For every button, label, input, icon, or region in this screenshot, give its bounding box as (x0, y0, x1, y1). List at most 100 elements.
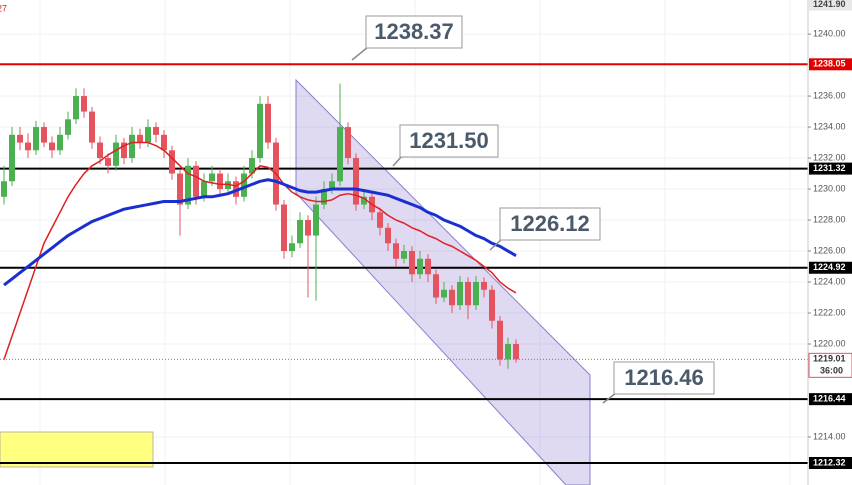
candle-body (313, 204, 319, 236)
candle-body (9, 134, 15, 182)
candle-body (449, 289, 455, 306)
callout-pointer (351, 46, 369, 61)
candle-body (473, 282, 479, 306)
candle-body (425, 258, 431, 275)
y-tick-label: 1234.00 (813, 121, 846, 131)
candle-body (417, 258, 423, 275)
candle-body (281, 204, 287, 252)
candle-body (409, 251, 415, 275)
candle-body (385, 227, 391, 244)
y-tick-label: 1220.00 (813, 338, 846, 348)
candle-body (377, 212, 383, 228)
candle-body (145, 127, 151, 143)
candle-body (457, 282, 463, 306)
candle-body (65, 119, 71, 135)
candle-body (489, 289, 495, 321)
candle-body (361, 196, 367, 205)
candle-body (177, 173, 183, 205)
candle-body (505, 343, 511, 360)
candle-body (1, 181, 7, 197)
callout-label: 1231.50 (409, 128, 489, 153)
candle-body (297, 220, 303, 244)
top-price-label: 1241.90 (813, 0, 846, 9)
candle-body (265, 103, 271, 143)
candle-body (105, 158, 111, 166)
last-price-box (808, 352, 852, 378)
candle-body (441, 289, 447, 298)
candle-body (481, 282, 487, 290)
level-label: 1216.44 (813, 394, 846, 404)
candles (1, 83, 519, 369)
y-tick-label: 1232.00 (813, 152, 846, 162)
candle-body (89, 111, 95, 143)
candle-body (497, 320, 503, 360)
y-tick-label: 1236.00 (813, 90, 846, 100)
top-price-box (809, 0, 852, 11)
candle-body (249, 158, 255, 174)
y-tick-label: 1228.00 (813, 214, 846, 224)
candle-body (161, 134, 167, 151)
candle-body (41, 127, 47, 143)
corner-text: 27 (0, 3, 7, 13)
callout-label: 1238.37 (374, 19, 454, 44)
candle-body (129, 134, 135, 159)
candle-body (305, 220, 311, 236)
level-box (809, 456, 852, 469)
candle-body (337, 127, 343, 182)
level-box (809, 261, 852, 274)
candle-body (209, 173, 215, 182)
candle-body (401, 251, 407, 259)
candle-body (193, 165, 199, 197)
candle-body (57, 134, 63, 151)
y-tick-label: 1222.00 (813, 307, 846, 317)
level-box (809, 393, 852, 406)
candle-body (113, 142, 119, 166)
candle-body (201, 181, 207, 197)
countdown: 36:00 (820, 366, 843, 376)
callouts: 1238.37 1231.50 1226.12 1216.46 (351, 15, 715, 404)
candle-body (81, 96, 87, 112)
candle-body (137, 134, 143, 143)
candle-body (329, 181, 335, 190)
y-tick-label: 1240.00 (813, 28, 846, 38)
candle-body (393, 243, 399, 259)
candle-body (169, 150, 175, 174)
candle-body (121, 142, 127, 159)
candle-body (289, 243, 295, 252)
highlight-zone (0, 431, 154, 468)
moving-average (3, 141, 517, 360)
candle-body (241, 173, 247, 197)
callout-pointer (602, 392, 617, 404)
moving-averages (3, 141, 517, 360)
candle-body (25, 142, 31, 151)
trend-channel (295, 78, 591, 485)
candle-body (321, 189, 327, 205)
level-label: 1224.92 (813, 262, 846, 272)
candle-body (433, 274, 439, 298)
level-label: 1238.05 (813, 59, 846, 69)
candle-body (73, 96, 79, 120)
callout-box (365, 15, 463, 49)
callout-box (499, 207, 601, 241)
candle-body (217, 173, 223, 190)
callout-pointer (392, 155, 403, 167)
level-label: 1231.32 (813, 163, 846, 173)
candle-body (353, 158, 359, 205)
level-box (809, 162, 852, 175)
callout-label: 1216.46 (624, 365, 704, 390)
level-label: 1212.32 (813, 457, 846, 467)
callout-pointer (489, 238, 503, 251)
levels (0, 63, 808, 464)
last-price-label: 1219.01 (813, 354, 846, 364)
candle-body (49, 142, 55, 151)
vertical-grid (39, 0, 791, 485)
moving-average (3, 178, 517, 287)
y-tick-label: 1226.00 (813, 245, 846, 255)
candle-body (33, 127, 39, 151)
candle-body (153, 127, 159, 135)
candle-body (225, 181, 231, 190)
callout-box (399, 124, 499, 158)
y-tick-label: 1224.00 (813, 276, 846, 286)
